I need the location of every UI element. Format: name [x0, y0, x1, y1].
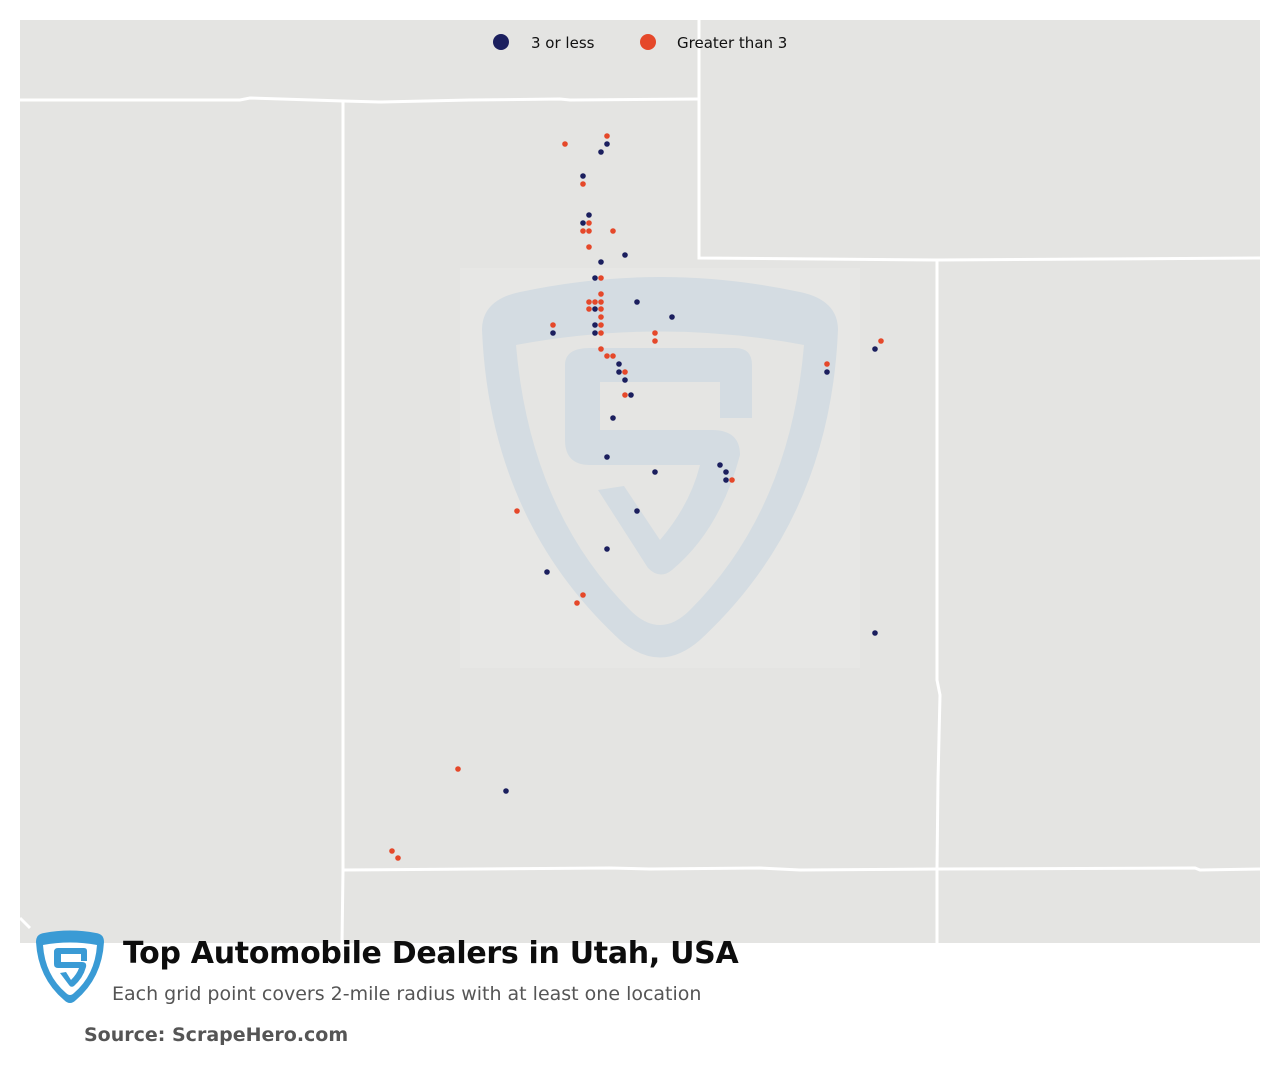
dealer-point-high	[586, 228, 592, 234]
dealer-point-low	[634, 508, 640, 514]
state-borders	[18, 20, 1261, 944]
dealer-point-low	[723, 477, 729, 483]
dealer-point-high	[455, 766, 461, 772]
dealer-point-high	[598, 314, 604, 320]
dealer-point-high	[574, 600, 580, 606]
dealer-point-high	[598, 299, 604, 305]
dealer-point-high	[729, 477, 735, 483]
dealer-point-low	[598, 149, 604, 155]
dealer-point-low	[544, 569, 550, 575]
dealer-point-high	[586, 299, 592, 305]
source-credit: Source: ScrapeHero.com	[84, 1024, 349, 1046]
dealer-point-low	[872, 630, 878, 636]
dealer-point-low	[604, 141, 610, 147]
dealer-point-low	[610, 415, 616, 421]
dealer-point-low	[580, 220, 586, 226]
dealer-point-low	[592, 330, 598, 336]
dealer-point-low	[604, 546, 610, 552]
dealer-point-low	[717, 462, 723, 468]
dealer-point-high	[592, 299, 598, 305]
dealer-point-low	[669, 314, 675, 320]
dealer-point-high	[610, 353, 616, 359]
dealer-point-low	[652, 469, 658, 475]
dealer-point-low	[604, 454, 610, 460]
dealer-point-high	[878, 338, 884, 344]
dealer-point-high	[586, 220, 592, 226]
dealer-point-low	[872, 346, 878, 352]
dealer-point-high	[550, 322, 556, 328]
dealer-point-high	[598, 306, 604, 312]
dealer-point-low	[592, 306, 598, 312]
dealer-point-high	[622, 369, 628, 375]
dealer-point-high	[622, 392, 628, 398]
dealer-point-low	[592, 322, 598, 328]
map: 3 or less Greater than 3	[18, 20, 1261, 944]
dealer-point-high	[598, 346, 604, 352]
dealer-point-high	[389, 848, 395, 854]
dealer-point-high	[395, 855, 401, 861]
dealer-point-high	[580, 181, 586, 187]
dealer-point-high	[824, 361, 830, 367]
map-subtitle: Each grid point covers 2-mile radius wit…	[112, 983, 702, 1005]
dealer-point-low	[503, 788, 509, 794]
dealer-point-low	[580, 173, 586, 179]
dealer-point-high	[598, 291, 604, 297]
legend-label-high: Greater than 3	[677, 34, 787, 52]
dealer-point-high	[580, 228, 586, 234]
legend-label-low: 3 or less	[531, 34, 595, 52]
watermark	[460, 268, 860, 668]
dealer-point-low	[586, 212, 592, 218]
dealer-point-low	[628, 392, 634, 398]
dealer-point-high	[580, 592, 586, 598]
dealer-point-low	[824, 369, 830, 375]
scrapehero-shield-logo	[36, 930, 104, 1003]
dealer-point-high	[604, 133, 610, 139]
dealer-point-low	[598, 259, 604, 265]
dealer-point-high	[514, 508, 520, 514]
dealer-point-low	[622, 252, 628, 258]
dealer-point-high	[598, 330, 604, 336]
legend-marker-high	[640, 34, 656, 50]
dealer-point-high	[586, 306, 592, 312]
dealer-point-low	[622, 377, 628, 383]
legend-marker-low	[493, 34, 509, 50]
dealer-point-low	[550, 330, 556, 336]
dealer-point-low	[616, 369, 622, 375]
dealer-point-high	[562, 141, 568, 147]
map-title: Top Automobile Dealers in Utah, USA	[123, 936, 739, 971]
dealer-point-high	[652, 338, 658, 344]
dealer-point-low	[592, 275, 598, 281]
dealer-point-low	[723, 469, 729, 475]
dealer-point-low	[616, 361, 622, 367]
dealer-point-high	[598, 275, 604, 281]
dealer-points	[389, 133, 884, 861]
dealer-point-high	[652, 330, 658, 336]
dealer-point-low	[634, 299, 640, 305]
dealer-point-high	[604, 353, 610, 359]
dealer-point-high	[598, 322, 604, 328]
legend: 3 or less Greater than 3	[493, 34, 787, 52]
dealer-point-high	[610, 228, 616, 234]
dealer-point-high	[586, 244, 592, 250]
